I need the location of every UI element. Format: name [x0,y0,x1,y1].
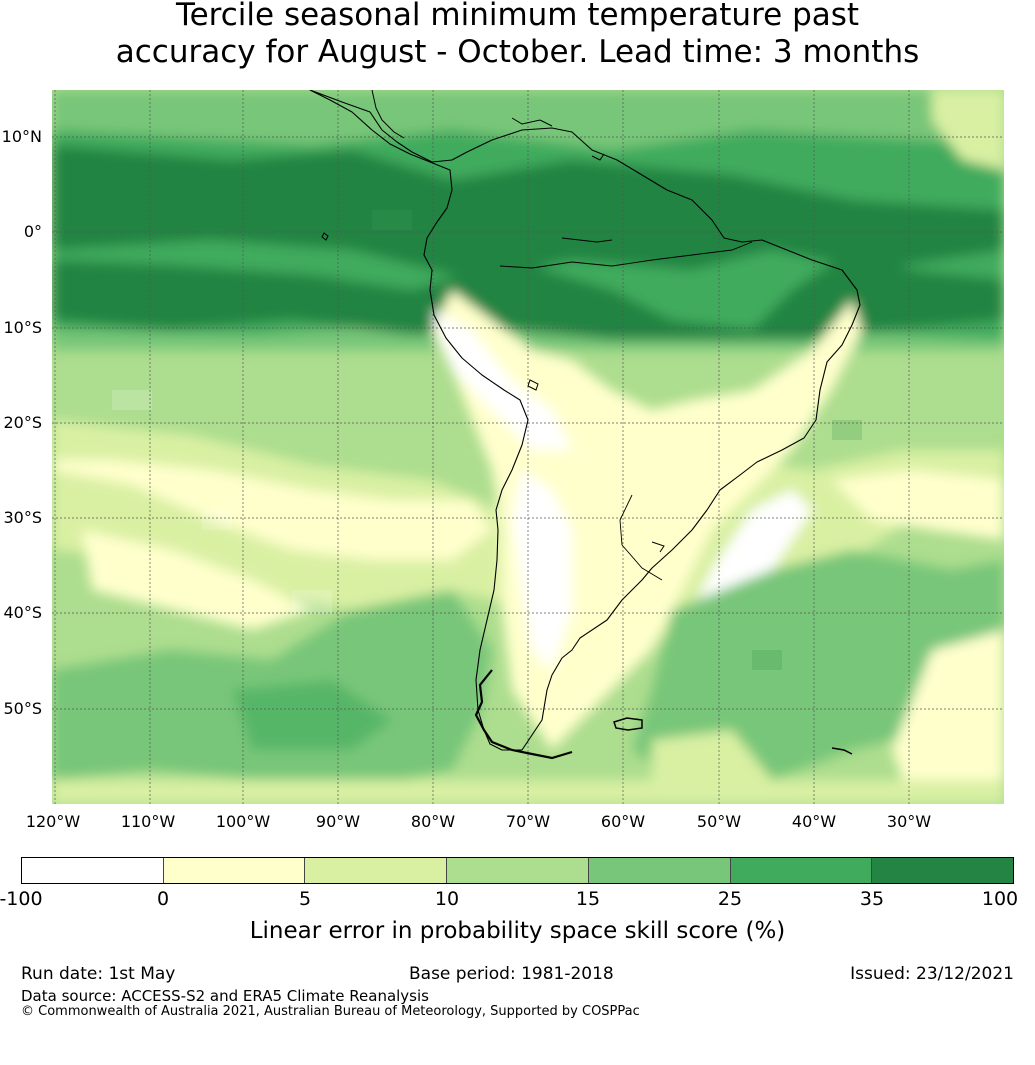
copyright: © Commonwealth of Australia 2021, Austra… [21,1004,640,1019]
colorbar-tick: 25 [717,888,743,910]
lat-label-50s: 50°S [3,699,42,718]
colorbar-tick: 5 [298,888,312,910]
rio-negro [561,237,613,243]
chart-title-line-2: accuracy for August - October. Lead time… [115,34,920,70]
caribbean-coast [511,117,553,127]
field-texture [112,210,862,670]
lon-label-30w: 30°W [886,812,932,831]
lagoa-dos-patos [651,541,665,553]
graticule [52,90,1004,804]
colorbar-segment [163,858,306,883]
lon-label-70w: 70°W [505,812,551,831]
lat-label-10n: 10°N [1,127,42,146]
lon-label-110w: 110°W [120,812,176,831]
lat-label-40s: 40°S [3,603,42,622]
base-period: Base period: 1981-2018 [409,964,614,984]
colorbar [21,857,1014,884]
colorbar-segment [872,858,1014,883]
colorbar-tick: 10 [434,888,460,910]
lat-label-30s: 30°S [3,508,42,527]
lon-label-100w: 100°W [215,812,271,831]
lat-label-10s: 10°S [3,318,42,337]
issued-date: Issued: 23/12/2021 [850,964,1014,984]
data-source: Data source: ACCESS-S2 and ERA5 Climate … [21,987,429,1005]
colorbar-segment [730,858,873,883]
colorbar-segment [588,858,731,883]
colorbar-tick: 35 [859,888,885,910]
skill-score-map [52,90,1004,804]
lon-label-90w: 90°W [315,812,361,831]
lon-label-80w: 80°W [410,812,456,831]
amazon-river [499,241,753,269]
parana-river [619,494,663,581]
lon-label-40w: 40°W [791,812,837,831]
lon-label-120w: 120°W [25,812,81,831]
map-canvas [52,90,1004,804]
chart-title-line-1: Tercile seasonal minimum temperature pas… [175,0,860,33]
falkland-islands [613,717,643,731]
colorbar-segment [447,858,589,883]
colorbar-segment [22,858,164,883]
colorbar-segment [305,858,448,883]
galapagos-islands [321,232,329,241]
lon-label-50w: 50°W [696,812,742,831]
colorbar-tick: 0 [156,888,170,910]
lat-label-0: 0° [23,222,42,241]
trinidad [591,153,605,161]
south-america-coastline [309,90,861,751]
lake-titicaca [527,379,539,391]
patagonia-fjords [474,669,573,760]
lon-label-60w: 60°W [600,812,646,831]
central-america-coast [371,90,405,139]
south-georgia [831,747,853,755]
colorbar-tick: 15 [575,888,601,910]
lat-label-20s: 20°S [3,413,42,432]
colorbar-tick: -100 [0,888,43,910]
run-date: Run date: 1st May [21,964,176,984]
colorbar-tick: 100 [981,888,1019,910]
colorbar-label: Linear error in probability space skill … [249,918,786,944]
